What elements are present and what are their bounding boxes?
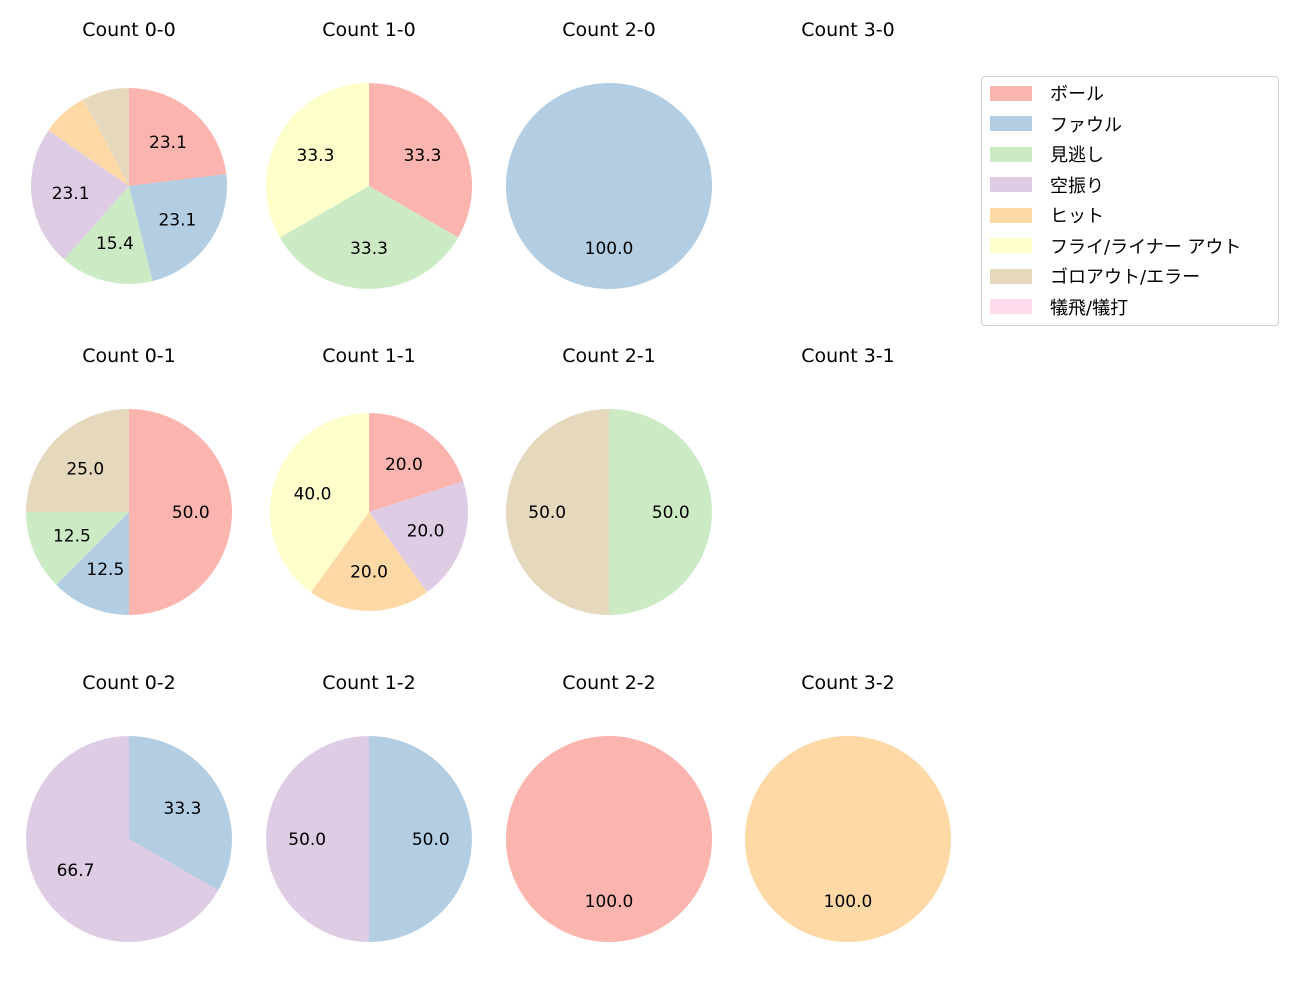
- legend-item-called-strike: 見逃し: [990, 142, 1104, 166]
- pie-slice: [129, 736, 232, 891]
- pie-title: Count 2-2: [562, 672, 656, 694]
- pie-count-2-2: Count 2-2 100.0: [506, 672, 712, 942]
- slice-label: 23.1: [52, 184, 90, 204]
- pie-slice: [266, 83, 369, 238]
- slice-label: 33.3: [297, 146, 335, 166]
- slice-label: 20.0: [385, 455, 423, 475]
- legend-swatch: [990, 268, 1032, 284]
- pie-slice: [25, 736, 219, 943]
- slice-label: 100.0: [824, 892, 873, 912]
- pie-slice: [506, 83, 712, 289]
- pie-count-3-2: Count 3-2 100.0: [745, 672, 951, 942]
- pie-slice: [506, 736, 712, 942]
- pie-slice: [369, 736, 472, 942]
- pie-title: Count 0-2: [82, 672, 176, 694]
- legend-item-ball: ボール: [990, 81, 1104, 105]
- slice-label: 25.0: [66, 459, 104, 479]
- slice-label: 20.0: [350, 562, 388, 582]
- pie-slice: [506, 409, 609, 615]
- slice-label: 50.0: [652, 503, 690, 523]
- pie-title: Count 1-2: [322, 672, 416, 694]
- legend-swatch: [990, 299, 1032, 314]
- slice-label: 12.5: [53, 527, 91, 547]
- pie-count-2-1: Count 2-1 50.0 50.0: [506, 345, 712, 615]
- legend-swatch: [990, 85, 1032, 101]
- pie-slice: [48, 99, 129, 186]
- pie-slice: [745, 736, 951, 942]
- legend: ボール ファウル 見逃し 空振り ヒット フライ/ライナー アウト ゴロアウト/…: [981, 76, 1279, 326]
- slice-label: 20.0: [407, 521, 445, 541]
- slice-label: 33.3: [404, 146, 442, 166]
- legend-item-fly-out: フライ/ライナー アウト: [990, 234, 1241, 258]
- slice-label: 50.0: [528, 503, 566, 523]
- pie-slice: [369, 83, 472, 238]
- pie-count-1-0: Count 1-0 33.3 33.3 33.3: [266, 19, 472, 289]
- legend-swatch: [990, 207, 1032, 223]
- pie-slice: [609, 409, 712, 615]
- pie-title: Count 2-1: [562, 345, 656, 367]
- slice-label: 12.5: [86, 560, 124, 580]
- pie-title: Count 0-0: [82, 19, 176, 41]
- pie-count-0-2: Count 0-2 33.3 66.7: [25, 672, 232, 943]
- slice-label: 50.0: [412, 830, 450, 850]
- slice-label: 66.7: [57, 861, 95, 881]
- pie-slice: [83, 88, 129, 186]
- pie-slice: [266, 736, 369, 942]
- pie-title: Count 3-0: [801, 19, 895, 41]
- pie-slice: [26, 512, 129, 585]
- pie-title: Count 3-2: [801, 672, 895, 694]
- legend-swatch: [990, 116, 1032, 131]
- legend-swatch: [990, 177, 1032, 192]
- legend-item-swinging-strike: 空振り: [990, 173, 1104, 197]
- pie-slice: [30, 130, 130, 260]
- slice-label: 23.1: [158, 210, 196, 230]
- pie-count-2-0: Count 2-0 100.0: [506, 19, 712, 289]
- pie-count-3-0: Count 3-0: [801, 19, 895, 41]
- pie-slice: [129, 88, 227, 186]
- pie-slice: [56, 512, 130, 615]
- legend-item-sacrifice: 犠飛/犠打: [990, 295, 1128, 319]
- pie-title: Count 3-1: [801, 345, 895, 367]
- slice-label: 40.0: [294, 485, 332, 505]
- pie-title: Count 2-0: [562, 19, 656, 41]
- slice-label: 33.3: [164, 799, 202, 819]
- pie-count-3-1: Count 3-1: [801, 345, 895, 367]
- legend-swatch: [990, 238, 1032, 253]
- legend-item-hit: ヒット: [990, 203, 1104, 227]
- pie-title: Count 1-1: [322, 345, 416, 367]
- pie-slice: [129, 409, 232, 615]
- legend-swatch: [990, 146, 1032, 162]
- pie-count-0-1: Count 0-1 50.0 12.5 12.5 25.0: [26, 345, 232, 615]
- legend-item-foul: ファウル: [990, 112, 1122, 136]
- pie-slice: [26, 409, 129, 512]
- slice-label: 50.0: [288, 830, 326, 850]
- pie-count-1-2: Count 1-2 50.0 50.0: [266, 672, 472, 942]
- pie-slice: [310, 512, 428, 612]
- pie-slice: [64, 186, 153, 284]
- pie-slice: [369, 413, 464, 512]
- slice-label: 23.1: [149, 133, 187, 153]
- pie-count-1-1: Count 1-1 20.0 20.0 20.0 40.0: [269, 345, 468, 612]
- slice-label: 15.4: [96, 234, 134, 254]
- pie-count-0-0: Count 0-0 23.1 23.1 15.4 23.1: [30, 19, 227, 284]
- pie-slice: [369, 481, 468, 593]
- slice-label: 100.0: [585, 892, 634, 912]
- pie-title: Count 1-0: [322, 19, 416, 41]
- pie-slice: [269, 413, 369, 593]
- slice-label: 33.3: [350, 239, 388, 259]
- slice-label: 100.0: [585, 239, 634, 259]
- legend-item-ground-out: ゴロアウト/エラー: [990, 264, 1200, 288]
- pie-slice: [129, 174, 227, 282]
- pie-title: Count 0-1: [82, 345, 176, 367]
- slice-label: 50.0: [172, 503, 210, 523]
